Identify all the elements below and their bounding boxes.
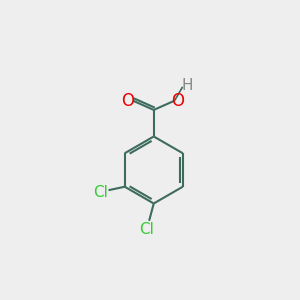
Text: H: H [182,78,194,93]
Text: Cl: Cl [140,222,154,237]
Text: O: O [122,92,134,110]
Text: O: O [171,92,184,110]
Text: Cl: Cl [93,185,108,200]
